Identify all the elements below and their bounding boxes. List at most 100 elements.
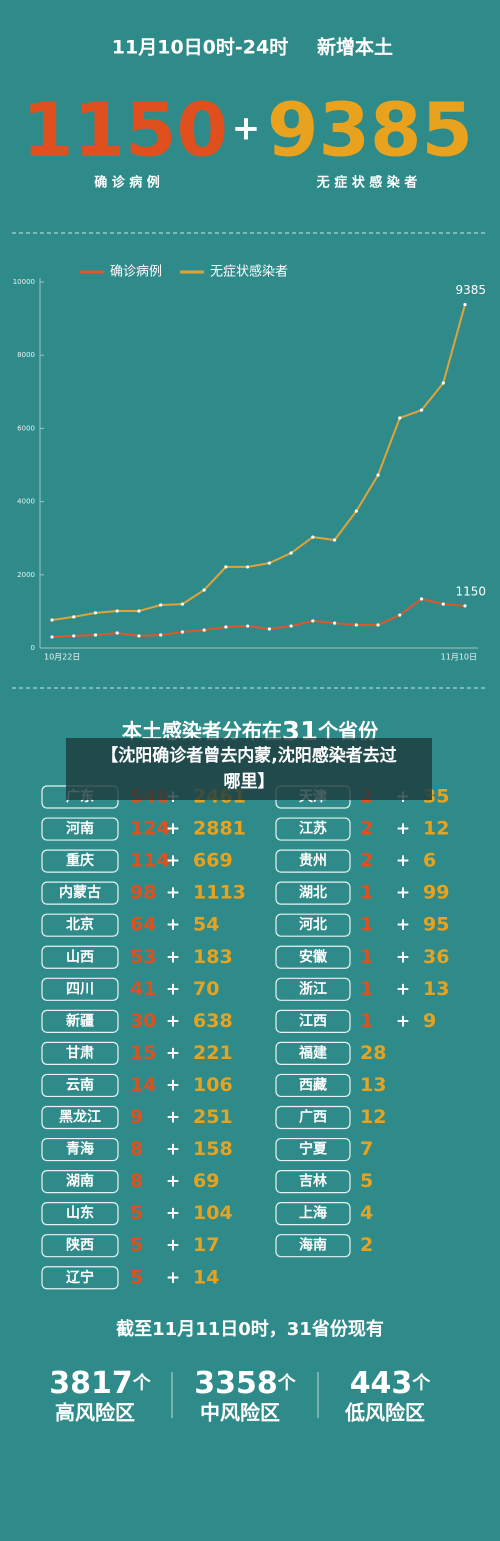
province-pill bbox=[41, 1169, 119, 1194]
province-name: 青海 bbox=[66, 1141, 94, 1158]
province-pill bbox=[275, 1234, 351, 1258]
point bbox=[246, 624, 250, 628]
asymptomatic-count: 5 bbox=[360, 1170, 373, 1192]
point bbox=[419, 597, 424, 601]
point bbox=[354, 509, 358, 513]
confirmed-count: 98 bbox=[130, 882, 156, 904]
plus-sign: + bbox=[396, 1011, 410, 1031]
province-pill bbox=[41, 881, 119, 905]
legend-label: 确诊病例 bbox=[110, 265, 162, 280]
point bbox=[180, 602, 185, 606]
point bbox=[72, 615, 76, 619]
asymptomatic-count: 6 bbox=[423, 850, 436, 872]
confirmed-count: 53 bbox=[130, 946, 156, 968]
asymptomatic-count: 54 bbox=[193, 914, 219, 936]
province-name: 四川 bbox=[66, 981, 94, 997]
province-name: 上海 bbox=[299, 1205, 327, 1222]
asymptomatic-count: 36 bbox=[423, 946, 449, 968]
plus-sign: + bbox=[166, 1108, 180, 1128]
plus-sign: + bbox=[166, 915, 180, 935]
plus-sign: + bbox=[166, 1011, 180, 1031]
legend-label: 无症状感染者 bbox=[210, 264, 288, 280]
plus-sign: + bbox=[166, 883, 180, 903]
province-pill bbox=[275, 1137, 351, 1162]
plus-sign: + bbox=[396, 979, 410, 999]
confirmed-count: 8 bbox=[130, 1138, 143, 1160]
plus-sign: + bbox=[166, 1075, 180, 1095]
confirmed-count: 64 bbox=[130, 914, 156, 936]
point bbox=[246, 565, 250, 569]
province-name: 云南 bbox=[66, 1076, 94, 1093]
risk-count: 3817个 bbox=[49, 1366, 152, 1401]
asymptomatic-label: 无 症 状 感 染 者 bbox=[316, 175, 418, 191]
confirmed-count: 5 bbox=[130, 1202, 143, 1224]
province-pill bbox=[275, 881, 351, 905]
province-pill bbox=[41, 1234, 119, 1258]
point bbox=[463, 604, 467, 608]
point bbox=[311, 619, 315, 623]
province-pill bbox=[41, 1009, 119, 1033]
province-pill bbox=[41, 817, 119, 841]
point bbox=[398, 416, 402, 420]
asymptomatic-count: 7 bbox=[360, 1138, 373, 1160]
data-label: 1150 bbox=[455, 584, 486, 598]
plus-sign: + bbox=[166, 1236, 180, 1256]
plus-sign: + bbox=[396, 819, 410, 839]
y-tick-label: 6000 bbox=[17, 424, 35, 432]
point bbox=[50, 618, 54, 622]
asymptomatic-count: 669 bbox=[193, 850, 233, 872]
province-name: 江苏 bbox=[299, 820, 327, 837]
point bbox=[202, 628, 206, 632]
plus-sign: + bbox=[166, 947, 180, 967]
point bbox=[202, 588, 206, 592]
province-pill bbox=[275, 849, 351, 873]
point bbox=[354, 623, 358, 627]
province-name: 海南 bbox=[299, 1237, 327, 1254]
asymptomatic-count: 28 bbox=[360, 1042, 386, 1064]
province-name: 吉林 bbox=[299, 1173, 327, 1190]
confirmed-count: 2 bbox=[360, 818, 373, 840]
banner-bg bbox=[66, 738, 432, 800]
point bbox=[159, 633, 163, 637]
confirmed-label: 确 诊 病 例 bbox=[94, 175, 160, 191]
province-name: 辽宁 bbox=[66, 1269, 94, 1286]
province-pill bbox=[275, 817, 351, 841]
asymptomatic-count: 2 bbox=[360, 1234, 373, 1256]
plus-sign: + bbox=[166, 1043, 180, 1063]
province-pill bbox=[41, 1041, 119, 1066]
province-name: 河南 bbox=[66, 820, 94, 837]
point bbox=[115, 609, 119, 613]
asymptomatic-count: 14 bbox=[193, 1266, 219, 1288]
province-name: 贵州 bbox=[299, 852, 327, 869]
plus-sign: + bbox=[166, 1172, 180, 1192]
x-tick-label: 10月22日 bbox=[44, 653, 80, 662]
y-tick-label: 2000 bbox=[17, 571, 35, 579]
asymptomatic-count: 106 bbox=[193, 1074, 233, 1096]
province-name: 陕西 bbox=[66, 1237, 94, 1254]
risk-label: 低风险区 bbox=[344, 1401, 425, 1425]
point bbox=[289, 551, 293, 555]
confirmed-count: 30 bbox=[130, 1010, 156, 1032]
risk-label: 高风险区 bbox=[55, 1401, 135, 1425]
confirmed-count: 8 bbox=[130, 1170, 143, 1192]
point bbox=[376, 623, 380, 627]
point bbox=[72, 634, 76, 638]
confirmed-count: 1 bbox=[360, 946, 373, 968]
y-tick-label: 8000 bbox=[17, 351, 35, 359]
asymptomatic-count: 12 bbox=[423, 818, 449, 840]
plus-sign: + bbox=[166, 819, 180, 839]
province-name: 黑龙江 bbox=[59, 1109, 101, 1126]
province-name: 山西 bbox=[66, 949, 94, 965]
province-pill bbox=[275, 1041, 351, 1066]
asymptomatic-count: 9 bbox=[423, 1010, 436, 1032]
asymptomatic-count: 13 bbox=[360, 1074, 386, 1096]
y-tick-label: 0 bbox=[31, 644, 35, 652]
point bbox=[441, 602, 445, 606]
plus-sign: + bbox=[396, 947, 410, 967]
asymptomatic-count: 4 bbox=[360, 1202, 373, 1224]
asymptomatic-count: 158 bbox=[193, 1138, 233, 1160]
province-pill bbox=[41, 849, 119, 873]
unit: 个 bbox=[411, 1372, 431, 1394]
confirmed-count: 9 bbox=[130, 1106, 143, 1128]
province-pill bbox=[275, 913, 351, 937]
